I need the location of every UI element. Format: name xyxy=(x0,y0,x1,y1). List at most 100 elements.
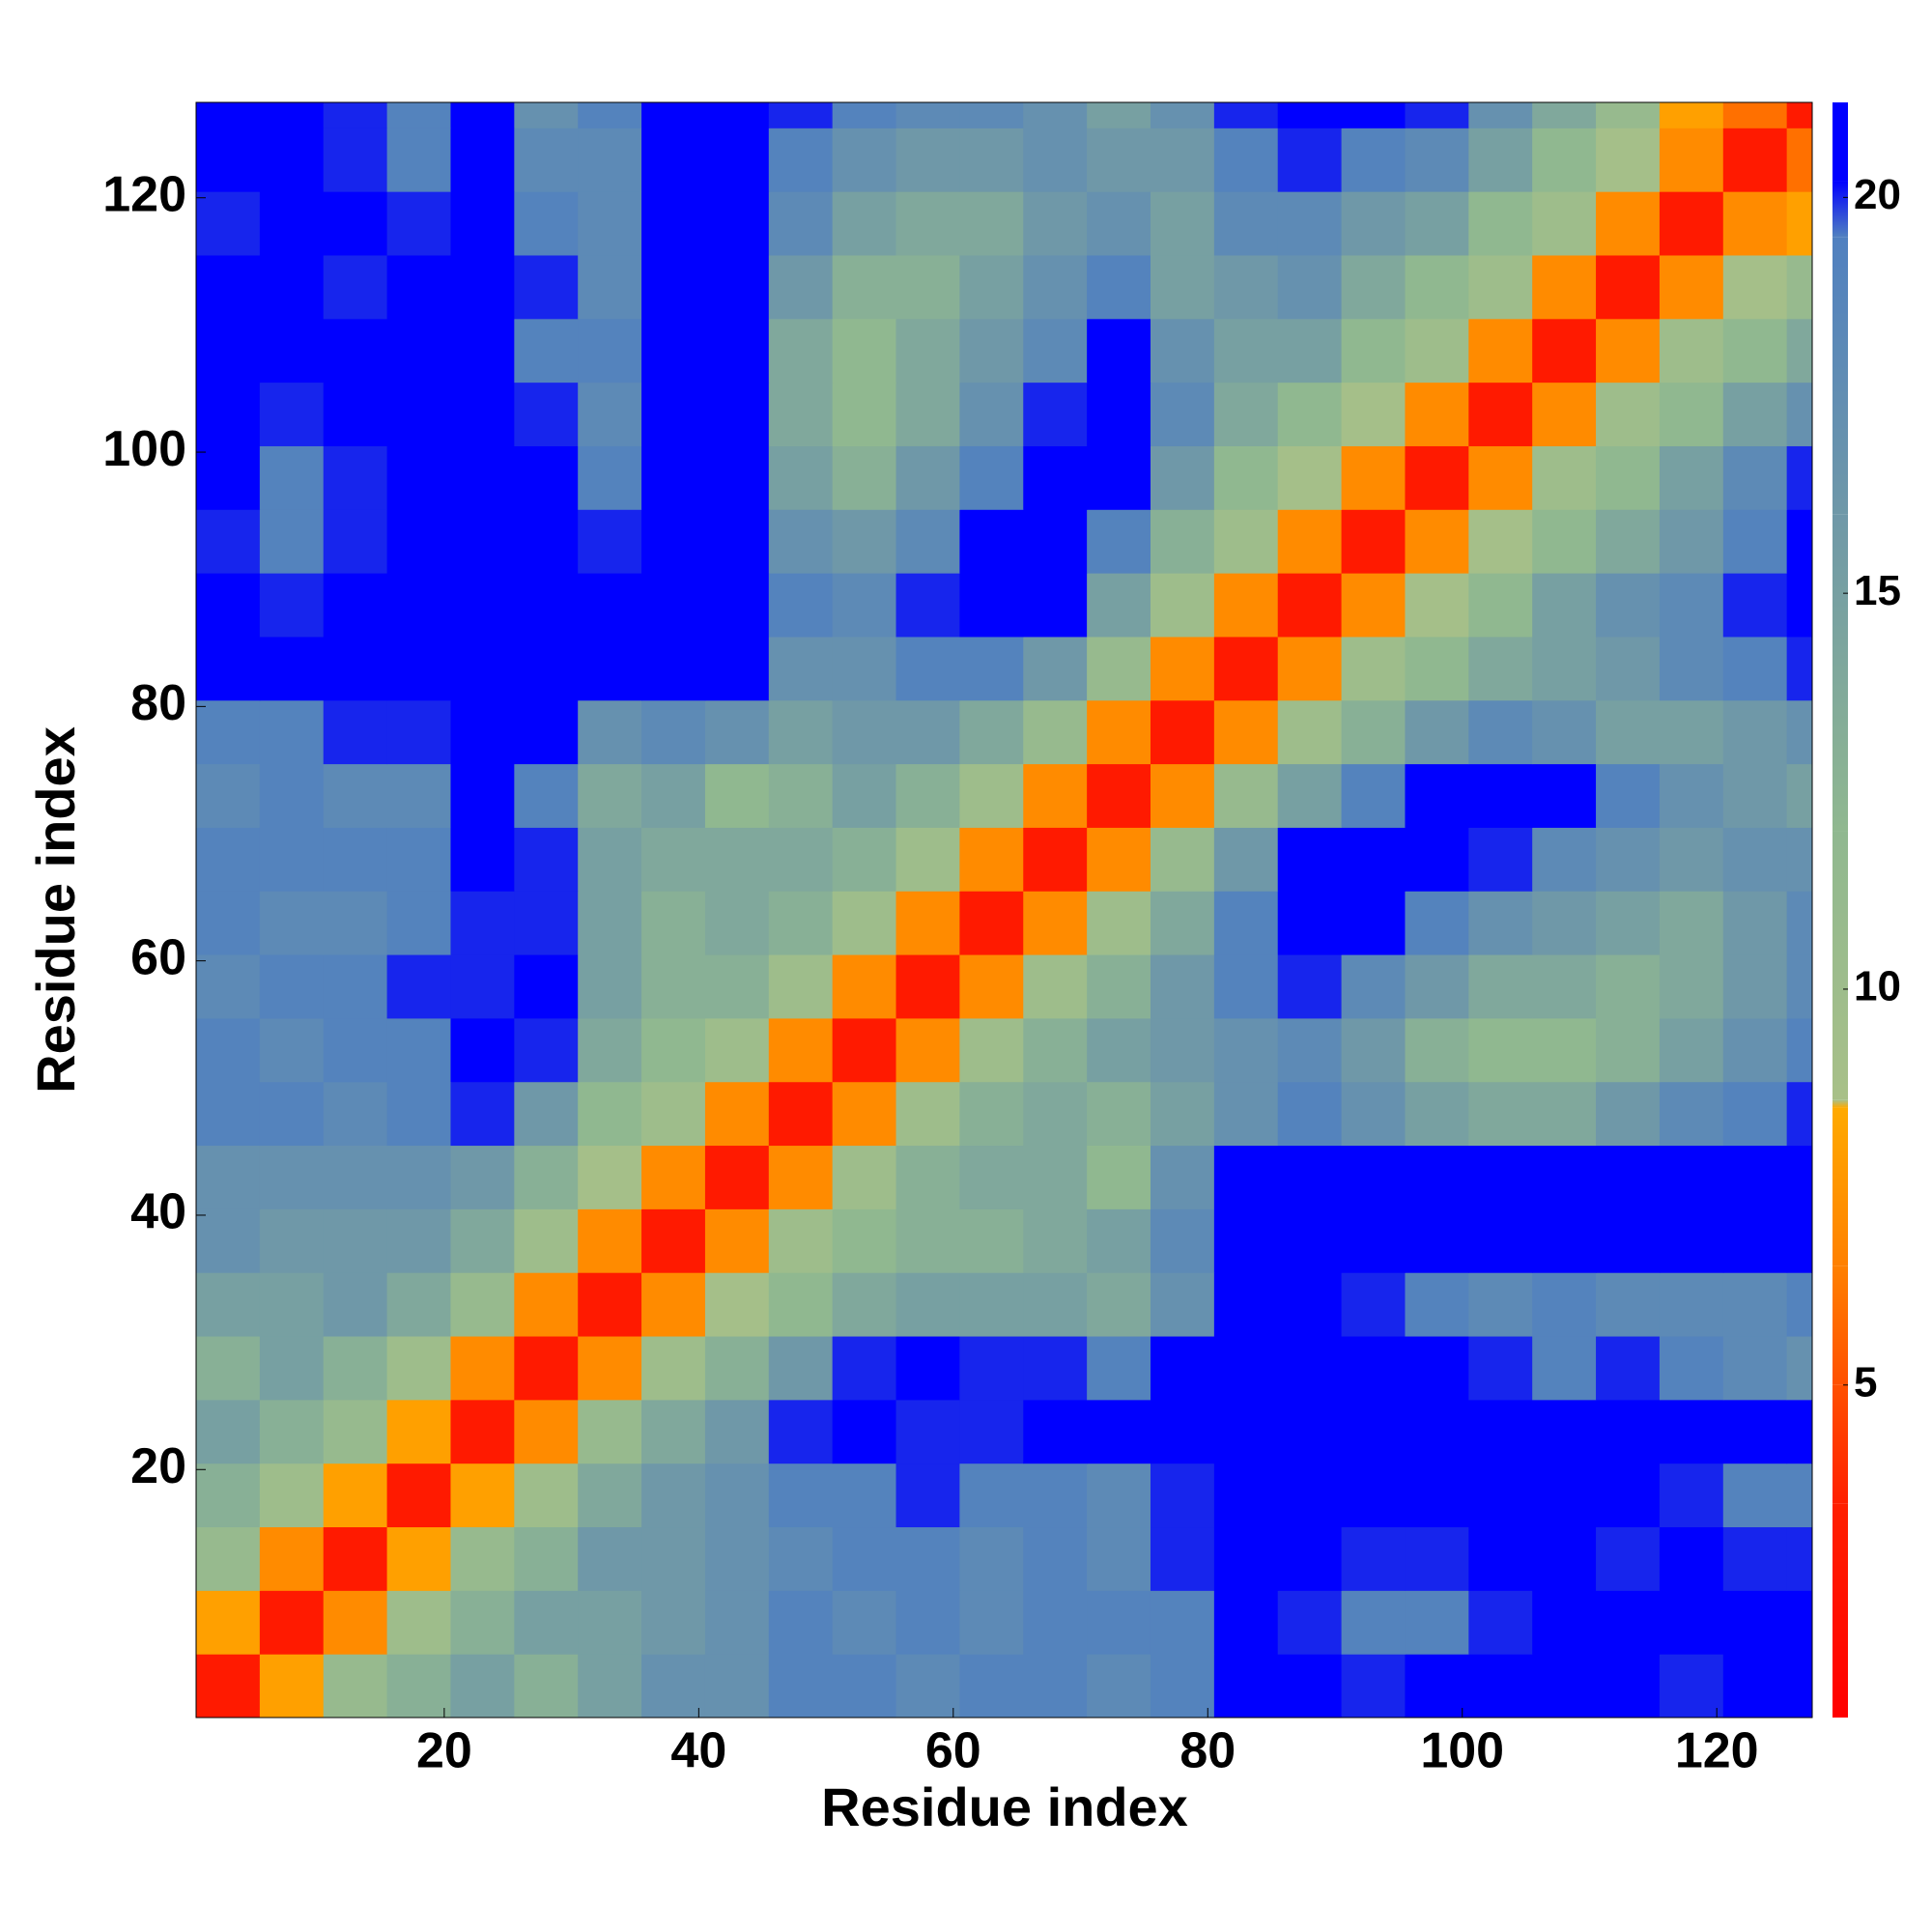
heatmap-cell xyxy=(1087,891,1151,955)
heatmap-cell xyxy=(1468,1145,1533,1209)
heatmap-cell xyxy=(1341,1272,1406,1337)
heatmap-cell xyxy=(1277,1654,1343,1719)
heatmap-cell xyxy=(1087,1463,1151,1528)
heatmap-cell xyxy=(1150,1145,1215,1209)
heatmap-cell xyxy=(386,1654,451,1719)
heatmap-cell xyxy=(704,1654,770,1719)
heatmap-cell xyxy=(1277,763,1343,828)
heatmap-cell xyxy=(1596,1399,1661,1464)
heatmap-cell xyxy=(450,827,515,892)
heatmap-cell xyxy=(514,445,579,510)
heatmap-cell xyxy=(1596,1590,1661,1655)
heatmap-cell xyxy=(1405,1145,1469,1209)
heatmap-cell xyxy=(895,1399,960,1464)
heatmap-cell xyxy=(704,1336,770,1401)
x-tick-label: 40 xyxy=(670,1723,726,1779)
heatmap-cell xyxy=(1277,318,1343,384)
heatmap-cell xyxy=(1468,382,1533,446)
heatmap-cell xyxy=(1150,1336,1215,1401)
heatmap-cell xyxy=(704,1590,770,1655)
heatmap-cell xyxy=(386,1526,451,1591)
heatmap-cell xyxy=(1532,1526,1597,1591)
heatmap-cell xyxy=(768,1654,834,1719)
colorbar-tick-label: 5 xyxy=(1854,1358,1877,1406)
heatmap-cell xyxy=(578,636,642,701)
heatmap-cell xyxy=(1087,191,1151,256)
heatmap-cell xyxy=(1659,254,1724,320)
heatmap-cell xyxy=(1532,636,1597,701)
heatmap-cell xyxy=(1150,636,1215,701)
heatmap-cell xyxy=(1087,382,1151,446)
heatmap-cell xyxy=(196,1208,261,1273)
heatmap-cell xyxy=(1405,891,1469,955)
heatmap-cell xyxy=(386,1463,451,1528)
heatmap-cell xyxy=(1786,1145,1813,1209)
colorbar-segment xyxy=(1833,1265,1848,1385)
heatmap-cell xyxy=(1277,1208,1343,1273)
heatmap-cell xyxy=(386,763,451,828)
heatmap-cell xyxy=(1213,1208,1279,1273)
heatmap-cell xyxy=(768,636,834,701)
heatmap-cell xyxy=(386,509,451,574)
heatmap-cell xyxy=(1722,509,1788,574)
heatmap-cell xyxy=(323,763,388,828)
heatmap-cell xyxy=(1659,318,1724,384)
heatmap-cell xyxy=(768,102,834,128)
heatmap-cell xyxy=(1786,1081,1813,1147)
heatmap-cell xyxy=(1468,445,1533,510)
heatmap-cell xyxy=(1532,1272,1597,1337)
heatmap-cell xyxy=(1786,191,1813,256)
colorbar-segment xyxy=(1833,1384,1848,1504)
heatmap-cell xyxy=(196,382,261,446)
heatmap-cell xyxy=(1659,699,1724,765)
heatmap-cell xyxy=(832,636,897,701)
heatmap-cell xyxy=(1341,318,1406,384)
heatmap-cell xyxy=(768,891,834,955)
heatmap-cell xyxy=(1659,954,1724,1019)
heatmap-cell xyxy=(832,573,897,638)
heatmap-cell xyxy=(959,318,1024,384)
heatmap-cell xyxy=(1468,1081,1533,1147)
y-tick-label: 120 xyxy=(102,166,186,222)
heatmap-cell xyxy=(895,382,960,446)
heatmap-cell xyxy=(1213,1654,1279,1719)
heatmap-cell xyxy=(1596,382,1661,446)
heatmap-cell xyxy=(1341,1399,1406,1464)
heatmap-cell xyxy=(768,191,834,256)
heatmap-cell xyxy=(704,763,770,828)
heatmap-cell xyxy=(1087,509,1151,574)
heatmap-cell xyxy=(1532,1081,1597,1147)
heatmap-cell xyxy=(641,1017,706,1083)
heatmap-cell xyxy=(1659,1399,1724,1464)
heatmap-cell xyxy=(1786,509,1813,574)
heatmap-cell xyxy=(1277,254,1343,320)
heatmap-cell xyxy=(1341,1017,1406,1083)
heatmap-cell xyxy=(895,102,960,128)
heatmap-cell xyxy=(1087,699,1151,765)
heatmap-cell xyxy=(514,128,579,192)
heatmap-cell xyxy=(196,827,261,892)
heatmap-cell xyxy=(641,445,706,510)
heatmap-cell xyxy=(323,954,388,1019)
heatmap-cell xyxy=(1722,1654,1788,1719)
heatmap-cell xyxy=(1659,1590,1724,1655)
heatmap-cell xyxy=(1277,445,1343,510)
heatmap-cell xyxy=(514,1208,579,1273)
heatmap-cell xyxy=(514,382,579,446)
heatmap-cell xyxy=(1596,1208,1661,1273)
heatmap-cell xyxy=(1722,891,1788,955)
heatmap-cell xyxy=(1596,573,1661,638)
heatmap-cell xyxy=(514,699,579,765)
heatmap-cell xyxy=(704,891,770,955)
heatmap-cell xyxy=(641,1654,706,1719)
heatmap-cell xyxy=(1341,254,1406,320)
heatmap-cell xyxy=(1150,1399,1215,1464)
heatmap-cell xyxy=(832,1081,897,1147)
heatmap-cell xyxy=(196,1590,261,1655)
heatmap-cell xyxy=(768,318,834,384)
heatmap-cell xyxy=(196,254,261,320)
heatmap-cell xyxy=(1786,254,1813,320)
heatmap-cell xyxy=(323,254,388,320)
heatmap-cell xyxy=(1213,573,1279,638)
heatmap-cell xyxy=(959,954,1024,1019)
